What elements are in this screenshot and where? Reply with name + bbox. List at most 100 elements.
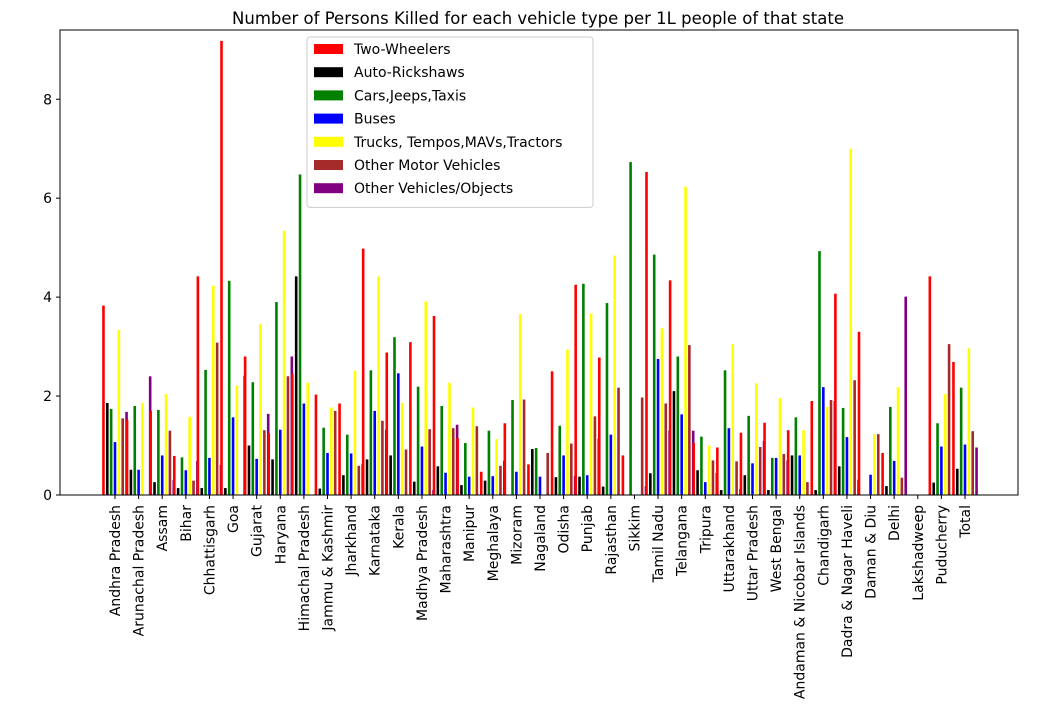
bar — [747, 415, 750, 495]
legend-swatch — [314, 160, 343, 170]
bar — [845, 437, 849, 495]
x-tick-label: Arunachal Pradesh — [132, 505, 148, 636]
x-tick-label: Chhattisgarh — [202, 505, 218, 595]
bar — [215, 342, 219, 495]
bar — [267, 433, 271, 495]
x-tick-label: Puducherry — [934, 505, 950, 585]
bar — [956, 468, 959, 495]
x-tick-label: Uttar Pradesh — [746, 505, 762, 601]
legend-swatch — [314, 136, 343, 147]
bar — [192, 480, 195, 495]
bar — [814, 490, 817, 495]
bar — [377, 276, 380, 495]
bar — [471, 407, 475, 495]
legend-label: Auto-Rickshaws — [354, 65, 465, 81]
bar — [338, 403, 341, 495]
bar — [597, 357, 601, 495]
bar — [696, 470, 699, 495]
bar — [664, 403, 668, 495]
bar — [578, 476, 581, 495]
bar — [117, 329, 121, 495]
bar — [554, 477, 558, 495]
bar — [204, 369, 207, 495]
bar — [298, 174, 302, 495]
bar — [900, 477, 904, 495]
bar — [534, 448, 538, 495]
bar — [432, 315, 436, 495]
legend-label: Cars,Jeeps,Taxis — [354, 88, 466, 104]
x-tick-label: Punjab — [580, 505, 596, 552]
bar — [436, 466, 440, 495]
bar — [892, 460, 896, 495]
bar — [774, 457, 778, 495]
bar — [731, 344, 735, 495]
bar — [137, 469, 140, 495]
bar — [184, 470, 188, 495]
bar — [794, 417, 798, 495]
bar — [692, 443, 696, 495]
bar — [546, 452, 549, 495]
bar — [353, 370, 357, 495]
y-tick-label: 8 — [43, 92, 52, 108]
bar — [786, 430, 790, 495]
bar — [758, 447, 762, 495]
bar — [790, 455, 794, 495]
legend-box — [306, 36, 594, 208]
bar — [723, 370, 727, 495]
bar — [180, 457, 184, 495]
bar — [121, 418, 124, 495]
bar — [491, 476, 495, 495]
bar — [475, 426, 479, 495]
bar — [282, 230, 286, 495]
bar — [106, 402, 109, 495]
bar — [668, 280, 672, 495]
bar — [294, 276, 298, 495]
bar — [467, 476, 471, 495]
bar — [495, 439, 498, 495]
bar — [235, 385, 239, 495]
bar — [806, 482, 809, 495]
bar — [829, 400, 833, 495]
bar — [818, 251, 821, 495]
bar — [102, 305, 105, 495]
bar — [345, 434, 349, 495]
legend-swatch — [314, 44, 343, 54]
bar — [168, 430, 172, 495]
bar — [593, 416, 597, 495]
bar — [440, 405, 444, 495]
bar — [645, 171, 648, 496]
bar — [451, 428, 455, 495]
bar — [141, 402, 144, 495]
bar — [448, 382, 451, 495]
bar — [487, 430, 491, 495]
bar — [456, 438, 459, 495]
bar — [369, 370, 373, 495]
bar — [940, 446, 943, 495]
bar — [574, 284, 577, 495]
bar — [621, 455, 625, 495]
bar — [770, 457, 774, 495]
bar — [672, 391, 676, 495]
x-tick-label: Dadra & Nagar Haveli — [840, 505, 856, 658]
x-tick-label: Nagaland — [533, 505, 549, 572]
bar — [314, 394, 318, 495]
bar — [381, 420, 384, 495]
bar — [629, 162, 632, 496]
x-tick-label: Telangana — [675, 505, 691, 577]
x-tick-label: Lakshadweep — [911, 505, 927, 601]
bar — [278, 429, 282, 495]
x-tick-label: Daman & Diu — [864, 505, 880, 599]
bar — [479, 471, 483, 495]
bar — [357, 465, 361, 495]
bar — [841, 407, 845, 495]
x-tick-label: Jammu & Kashmir — [321, 505, 337, 632]
bar — [825, 406, 829, 495]
bar — [224, 488, 227, 495]
x-tick-label: Sikkim — [627, 505, 643, 552]
x-tick-label: Chandigarh — [816, 505, 832, 586]
bar — [404, 449, 408, 495]
bar — [522, 399, 526, 495]
bar — [247, 445, 251, 495]
